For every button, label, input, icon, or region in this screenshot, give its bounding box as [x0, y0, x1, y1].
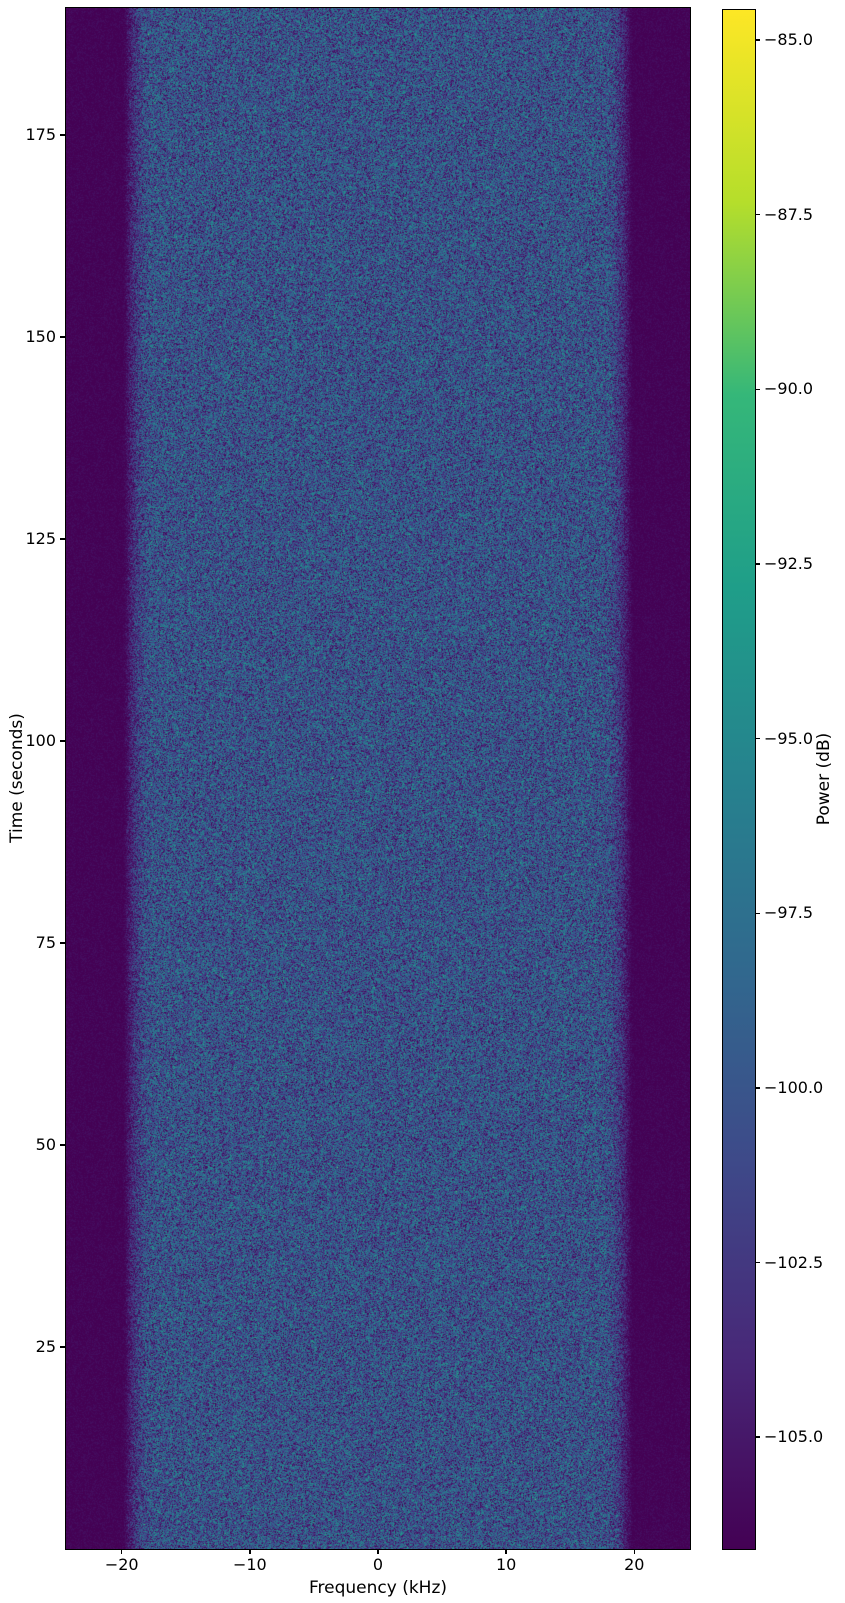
x-tick-label: −10	[232, 1555, 267, 1574]
y-tick-mark	[59, 1346, 65, 1348]
x-axis-label: Frequency (kHz)	[308, 1578, 448, 1598]
spectrogram-canvas	[65, 7, 690, 1549]
y-tick-label: 125	[25, 528, 56, 548]
colorbar-tick-mark	[755, 1436, 760, 1438]
y-tick-label: 25	[35, 1336, 56, 1356]
colorbar-gradient	[722, 9, 755, 1549]
colorbar-tick-mark	[755, 39, 760, 41]
y-tick-label: 75	[35, 932, 56, 952]
colorbar-tick-label: −105.0	[764, 1427, 824, 1447]
colorbar-tick-mark	[755, 388, 760, 391]
x-tick-label: −20	[104, 1555, 139, 1574]
y-tick-mark	[59, 336, 65, 338]
y-tick-mark	[59, 740, 65, 742]
x-tick-label: 0	[372, 1555, 384, 1574]
y-tick-label: 100	[25, 730, 56, 750]
colorbar-tick-label: −87.5	[764, 204, 814, 224]
colorbar-tick-label: −90.0	[764, 379, 814, 399]
colorbar-tick-label: −92.5	[764, 553, 814, 573]
colorbar-label: Power (dB)	[814, 732, 834, 826]
plot-area	[64, 6, 691, 1550]
colorbar-tick-label: −100.0	[764, 1077, 824, 1097]
y-tick-label: 175	[25, 124, 56, 144]
colorbar-tick-mark	[755, 737, 760, 740]
x-tick-label: 20	[624, 1555, 645, 1574]
colorbar-tick-mark	[755, 1087, 760, 1089]
colorbar-tick-mark	[755, 563, 760, 565]
colorbar-tick-label: −102.5	[764, 1252, 824, 1272]
x-tick-label: 10	[495, 1555, 517, 1574]
y-tick-label: 50	[35, 1134, 56, 1154]
colorbar-tick-label: −85.0	[764, 30, 814, 50]
colorbar	[721, 8, 756, 1550]
y-axis-label: Time (seconds)	[7, 713, 27, 843]
x-tick-mark	[633, 1549, 635, 1554]
x-tick-mark	[249, 1549, 251, 1554]
colorbar-tick-label: −95.0	[764, 728, 814, 748]
x-tick-mark	[505, 1549, 507, 1554]
colorbar-tick-mark	[755, 1261, 760, 1264]
x-tick-mark	[377, 1549, 379, 1554]
y-tick-label: 150	[25, 326, 56, 346]
colorbar-tick-mark	[755, 912, 760, 915]
x-tick-mark	[120, 1549, 123, 1554]
y-tick-mark	[59, 134, 65, 136]
colorbar-tick-mark	[755, 213, 760, 216]
y-tick-mark	[59, 1144, 65, 1146]
colorbar-tick-label: −97.5	[764, 903, 814, 923]
y-tick-mark	[59, 942, 65, 944]
y-tick-mark	[59, 538, 65, 540]
